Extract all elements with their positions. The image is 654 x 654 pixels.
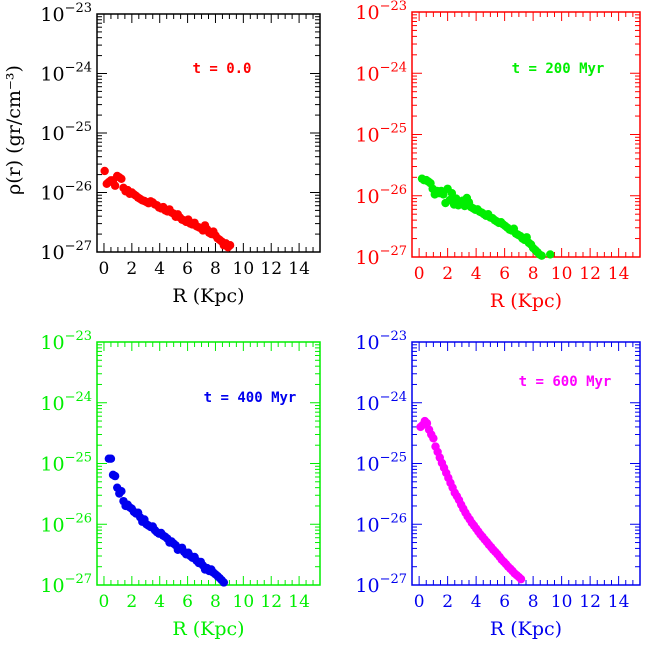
data-point [110,181,120,190]
time-annotation: t = 0.0 [192,61,251,77]
y-tick-label: 10−25 [355,122,407,147]
x-tick-label: 4 [154,259,165,279]
y-tick-label: 10−23 [355,0,407,24]
panel-t-400: 0 2 4 6 8 10 12 14 10−27 10−26 10−25 10−24 10−23 R (K… [40,329,321,640]
y-tick-label: 10−24 [40,61,92,86]
data-point [219,578,229,587]
y-tick-label: 10−25 [355,451,407,476]
x-tick-label: 6 [499,592,510,612]
data-point [106,454,116,463]
y-tick-label: 10−26 [40,511,92,536]
x-tick-label: 14 [288,592,310,612]
panel-t-600: 0 2 4 6 8 10 12 14 10−27 10−26 10−25 10−24 10−23 R (K… [355,329,641,640]
x-tick-label: 8 [528,592,539,612]
figure-y-axis-label: ρ(r) (gr/cm⁻³) [3,65,25,195]
data-point [516,574,526,584]
x-tick-label: 14 [288,259,310,279]
data-point [422,419,432,428]
data-point [117,486,126,496]
x-tick-label: 10 [551,264,573,284]
y-tick-label: 10−23 [40,329,92,354]
y-tick-label: 10−23 [40,1,92,26]
x-tick-label: 2 [126,592,137,612]
x-tick-label: 14 [608,264,630,284]
time-annotation: t = 200 Myr [512,61,605,77]
y-tick-label: 10−27 [40,572,92,597]
time-annotation: t = 600 Myr [519,374,612,390]
time-annotation: t = 400 Myr [204,390,297,406]
x-tick-label: 8 [210,259,221,279]
x-axis-label: R (Kpc) [490,618,562,640]
x-tick-label: 4 [154,592,165,612]
x-axis-label: R (Kpc) [490,290,562,312]
plot-frame [96,341,321,586]
plot-frame [96,13,321,253]
y-tick-label: 10−26 [40,180,92,205]
y-tick-label: 10−26 [355,183,407,208]
data-point [100,166,109,176]
x-tick-label: 12 [579,264,601,284]
x-tick-label: 10 [233,259,255,279]
data-point [429,434,438,443]
x-tick-label: 0 [414,264,425,284]
x-tick-label: 2 [126,259,137,279]
panel-t-200: 0 2 4 6 8 10 12 14 10−27 10−26 10−25 10−24 10−23 R (K… [355,0,641,312]
y-tick-label: 10−24 [40,390,92,415]
y-tick-label: 10−27 [355,244,407,269]
panel-t-0: 0 2 4 6 8 10 12 14 10−27 10−26 10−25 10−24 10−23 R (K… [40,1,321,307]
y-tick-label: 10−23 [355,329,407,354]
x-axis-label: R (Kpc) [172,285,244,307]
y-tick-label: 10−25 [40,120,92,145]
x-tick-label: 4 [471,264,482,284]
x-tick-label: 8 [528,264,539,284]
x-tick-label: 0 [99,259,110,279]
plot-frame [411,11,641,258]
y-tick-label: 10−25 [40,451,92,476]
data-point [546,250,555,259]
data-point [117,174,126,183]
x-tick-label: 8 [210,592,221,612]
x-tick-label: 12 [260,259,282,279]
x-tick-label: 10 [233,592,255,612]
x-tick-label: 0 [99,592,110,612]
y-tick-label: 10−26 [355,511,407,536]
x-tick-label: 0 [414,592,425,612]
data-point [537,251,546,260]
data-point [110,471,120,481]
y-tick-label: 10−27 [40,239,92,264]
y-tick-label: 10−24 [355,390,407,415]
y-tick-label: 10−24 [355,60,407,85]
x-tick-label: 6 [182,259,193,279]
x-axis-label: R (Kpc) [172,618,244,640]
x-tick-label: 12 [579,592,601,612]
data-point [225,241,235,250]
x-tick-label: 14 [608,592,630,612]
x-tick-label: 10 [551,592,573,612]
x-tick-label: 6 [499,264,510,284]
y-tick-label: 10−27 [355,572,407,597]
x-tick-label: 2 [442,264,453,284]
x-tick-label: 6 [182,592,193,612]
x-tick-label: 2 [442,592,453,612]
x-tick-label: 4 [471,592,482,612]
x-tick-label: 12 [260,592,282,612]
